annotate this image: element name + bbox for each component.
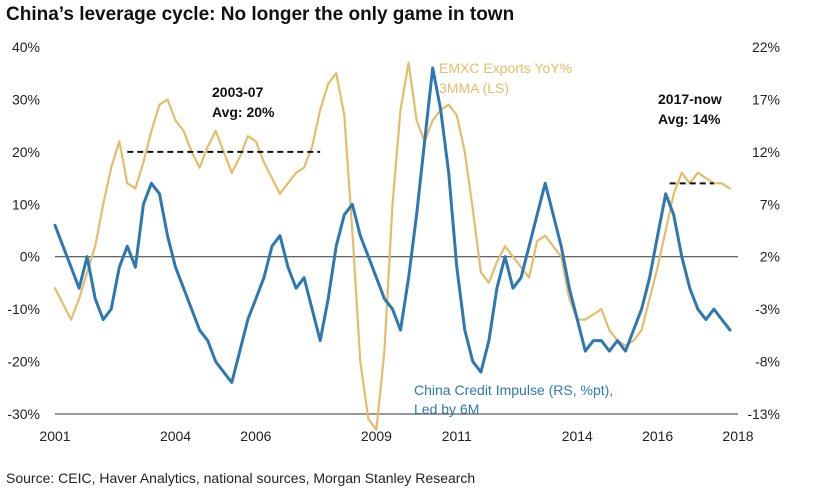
left-axis-tick-label: -20% — [7, 354, 40, 370]
legend-label-emxc-exports-3mma: 3MMA (LS) — [439, 80, 509, 96]
legend-label-credit-impulse-lead: Led by 6M — [414, 401, 479, 417]
x-axis-tick-label: 2014 — [562, 428, 593, 444]
emxc-exports-series-line — [53, 61, 732, 431]
chart-title: China’s leverage cycle: No longer the on… — [6, 4, 515, 25]
source-note: Source: CEIC, Haver Analytics, national … — [6, 470, 476, 486]
right-axis-tick-label: 2% — [760, 249, 780, 265]
credit-impulse-series-line — [53, 66, 732, 384]
left-axis-tick-label: -10% — [7, 301, 40, 317]
left-axis-tick-label: 30% — [12, 91, 40, 107]
right-axis-tick-label: 12% — [752, 144, 780, 160]
right-axis-tick-label: -3% — [755, 301, 780, 317]
left-axis-tick-label: 20% — [12, 144, 40, 160]
right-axis-tick-label: 17% — [752, 91, 780, 107]
right-axis-tick-label: 22% — [752, 39, 780, 55]
legend-label-credit-impulse: China Credit Impulse (RS, %pt), — [414, 382, 613, 398]
x-axis-tick-label: 2009 — [361, 428, 392, 444]
left-axis-tick-label: 10% — [12, 196, 40, 212]
x-axis-tick-label: 2004 — [160, 428, 191, 444]
right-axis-tick-label: 7% — [760, 196, 780, 212]
x-axis-tick-label: 2006 — [240, 428, 271, 444]
x-axis-tick-label: 2011 — [442, 428, 472, 444]
left-axis-tick-label: 40% — [12, 39, 40, 55]
annotation-2003-07-period: 2003-07 — [212, 84, 264, 100]
x-axis-tick-label: 2001 — [39, 428, 70, 444]
x-axis-tick-label: 2018 — [722, 428, 753, 444]
right-axis-tick-label: -8% — [755, 354, 780, 370]
x-axis-tick-label: 2016 — [642, 428, 673, 444]
left-axis-tick-label: -30% — [7, 406, 40, 422]
annotation-2017-now-avg: Avg: 14% — [658, 111, 721, 127]
right-axis-tick-label: -13% — [747, 406, 780, 422]
left-axis-tick-label: 0% — [20, 249, 40, 265]
annotation-2017-now-period: 2017-now — [658, 91, 722, 107]
legend-label-emxc-exports: EMXC Exports YoY% — [439, 60, 572, 76]
annotation-2003-07-avg: Avg: 20% — [212, 104, 275, 120]
